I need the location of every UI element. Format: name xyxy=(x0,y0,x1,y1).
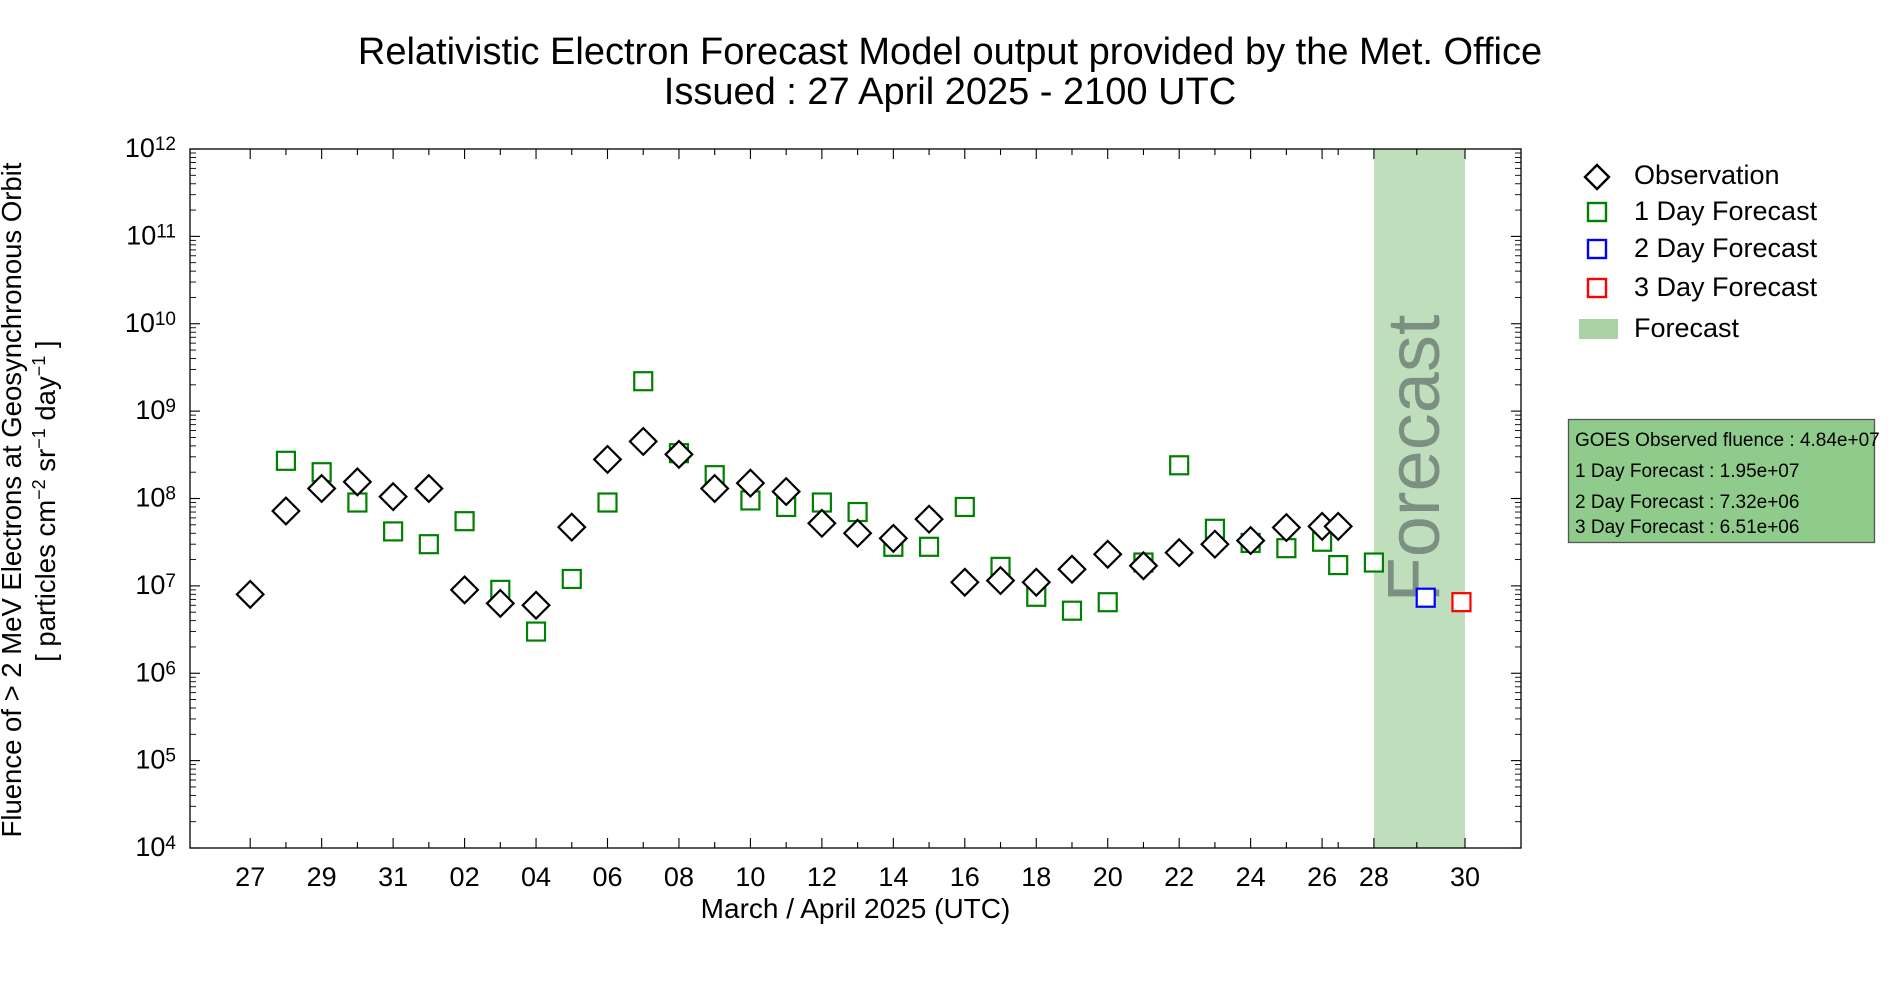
svg-text:31: 31 xyxy=(378,862,408,892)
svg-text:105: 105 xyxy=(135,745,176,775)
svg-text:1010: 1010 xyxy=(125,308,176,338)
svg-text:16: 16 xyxy=(950,862,980,892)
svg-text:106: 106 xyxy=(135,657,176,687)
svg-text:20: 20 xyxy=(1093,862,1123,892)
svg-text:04: 04 xyxy=(521,862,551,892)
svg-text:108: 108 xyxy=(135,483,176,513)
svg-text:06: 06 xyxy=(592,862,622,892)
svg-text:28: 28 xyxy=(1359,862,1389,892)
svg-text:26: 26 xyxy=(1307,862,1337,892)
svg-text:24: 24 xyxy=(1236,862,1266,892)
svg-text:10: 10 xyxy=(735,862,765,892)
svg-text:Forecast: Forecast xyxy=(1372,314,1455,602)
svg-text:1012: 1012 xyxy=(125,133,176,163)
svg-text:02: 02 xyxy=(450,862,480,892)
svg-text:29: 29 xyxy=(307,862,337,892)
svg-text:14: 14 xyxy=(878,862,908,892)
svg-text:12: 12 xyxy=(807,862,837,892)
svg-text:30: 30 xyxy=(1450,862,1480,892)
svg-text:27: 27 xyxy=(235,862,265,892)
svg-text:104: 104 xyxy=(135,832,176,862)
svg-text:18: 18 xyxy=(1021,862,1051,892)
svg-text:107: 107 xyxy=(135,570,176,600)
svg-text:109: 109 xyxy=(135,395,176,425)
svg-text:22: 22 xyxy=(1164,862,1194,892)
svg-text:08: 08 xyxy=(664,862,694,892)
svg-text:1011: 1011 xyxy=(126,220,176,250)
